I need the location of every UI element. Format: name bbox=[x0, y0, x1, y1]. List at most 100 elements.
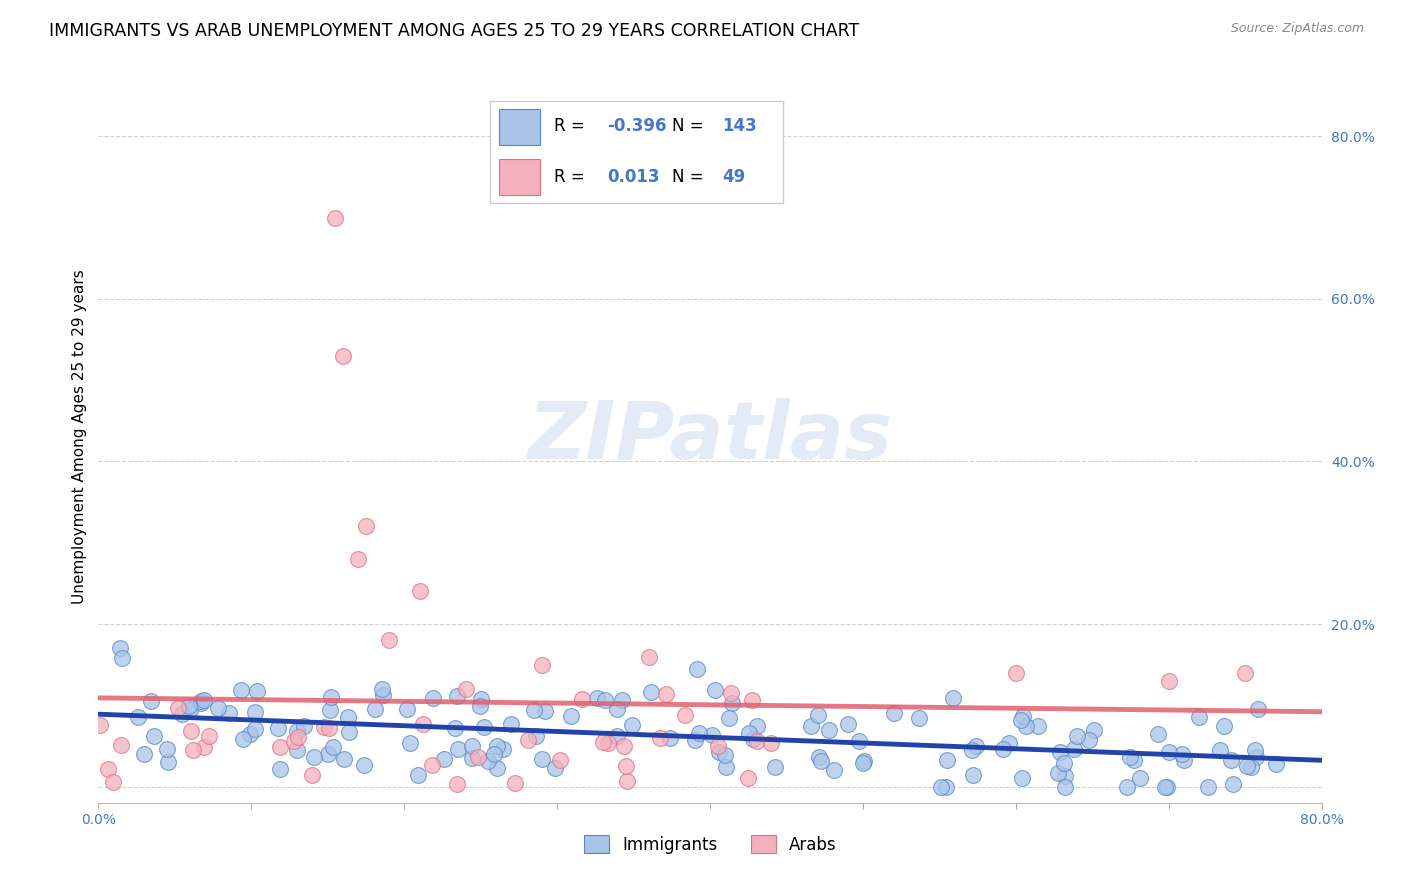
Point bbox=[1083, 723, 1105, 738]
Point bbox=[229, 683, 252, 698]
Point bbox=[1054, 780, 1077, 794]
Point bbox=[470, 691, 492, 706]
Point bbox=[571, 692, 593, 706]
Point bbox=[741, 693, 763, 707]
Point bbox=[304, 750, 326, 764]
Point bbox=[1239, 760, 1261, 774]
Point bbox=[108, 641, 131, 656]
Point bbox=[89, 717, 111, 731]
Point bbox=[1053, 756, 1076, 770]
Point bbox=[422, 691, 444, 706]
Point bbox=[318, 721, 340, 735]
Point bbox=[686, 662, 709, 676]
Point bbox=[179, 703, 201, 717]
Point bbox=[713, 747, 735, 762]
Point bbox=[823, 763, 845, 777]
Point bbox=[550, 752, 572, 766]
Point bbox=[1063, 742, 1085, 756]
Point bbox=[962, 768, 984, 782]
Point bbox=[1173, 753, 1195, 767]
Point bbox=[1012, 708, 1035, 723]
Point bbox=[942, 691, 965, 706]
Point bbox=[606, 702, 628, 716]
Point bbox=[718, 710, 741, 724]
Point bbox=[1004, 665, 1026, 680]
Point bbox=[207, 701, 229, 715]
Point bbox=[269, 740, 291, 755]
Point bbox=[157, 756, 180, 770]
Point bbox=[378, 633, 401, 648]
Point bbox=[1247, 702, 1270, 716]
Point bbox=[110, 738, 132, 752]
Point bbox=[322, 739, 344, 754]
Point bbox=[908, 711, 931, 725]
Point bbox=[810, 754, 832, 768]
Point bbox=[1222, 777, 1244, 791]
Y-axis label: Unemployment Among Ages 25 to 29 years: Unemployment Among Ages 25 to 29 years bbox=[72, 269, 87, 605]
Point bbox=[132, 747, 155, 761]
Point bbox=[1157, 745, 1180, 759]
Point bbox=[544, 761, 567, 775]
Point bbox=[852, 756, 875, 770]
Point bbox=[534, 704, 557, 718]
Point bbox=[1122, 754, 1144, 768]
Point bbox=[246, 684, 269, 698]
Point bbox=[111, 651, 134, 665]
Point bbox=[318, 703, 340, 717]
Point bbox=[143, 729, 166, 743]
Point bbox=[560, 709, 582, 723]
Point bbox=[720, 686, 742, 700]
Point bbox=[807, 707, 830, 722]
Point bbox=[848, 734, 870, 748]
Point bbox=[336, 710, 359, 724]
Point bbox=[1219, 753, 1241, 767]
Point bbox=[1188, 710, 1211, 724]
Point bbox=[1209, 743, 1232, 757]
Point bbox=[177, 698, 200, 713]
Point bbox=[1010, 713, 1032, 727]
Point bbox=[325, 211, 347, 225]
Point bbox=[613, 739, 636, 753]
Point bbox=[501, 717, 523, 731]
Point bbox=[1049, 745, 1071, 759]
Point bbox=[444, 722, 467, 736]
Point bbox=[530, 657, 553, 672]
Point bbox=[704, 682, 727, 697]
Point bbox=[283, 734, 305, 748]
Point bbox=[1078, 732, 1101, 747]
Point bbox=[243, 705, 266, 719]
Point bbox=[883, 706, 905, 720]
Point bbox=[737, 772, 759, 786]
Point bbox=[484, 747, 506, 761]
Point bbox=[658, 731, 681, 746]
Point bbox=[446, 689, 468, 703]
Point bbox=[592, 734, 614, 748]
Point bbox=[1015, 719, 1038, 733]
Text: Source: ZipAtlas.com: Source: ZipAtlas.com bbox=[1230, 22, 1364, 36]
Point bbox=[683, 733, 706, 747]
Point bbox=[738, 725, 761, 739]
Point bbox=[167, 701, 190, 715]
Point bbox=[807, 750, 830, 764]
Point bbox=[1171, 747, 1194, 761]
Point bbox=[517, 732, 540, 747]
Point bbox=[523, 703, 546, 717]
Point bbox=[747, 718, 769, 732]
Point bbox=[596, 735, 619, 749]
Point bbox=[655, 688, 678, 702]
Point bbox=[190, 693, 212, 707]
Point bbox=[524, 729, 547, 743]
Point bbox=[371, 681, 394, 696]
Point bbox=[399, 736, 422, 750]
Point bbox=[616, 774, 638, 789]
Point bbox=[818, 723, 841, 737]
Point bbox=[965, 739, 987, 753]
Point bbox=[467, 750, 489, 764]
Point bbox=[1054, 769, 1077, 783]
Point bbox=[616, 759, 638, 773]
Point bbox=[433, 752, 456, 766]
Point bbox=[612, 692, 634, 706]
Point bbox=[763, 759, 786, 773]
Point bbox=[190, 696, 212, 710]
Point bbox=[267, 721, 290, 735]
